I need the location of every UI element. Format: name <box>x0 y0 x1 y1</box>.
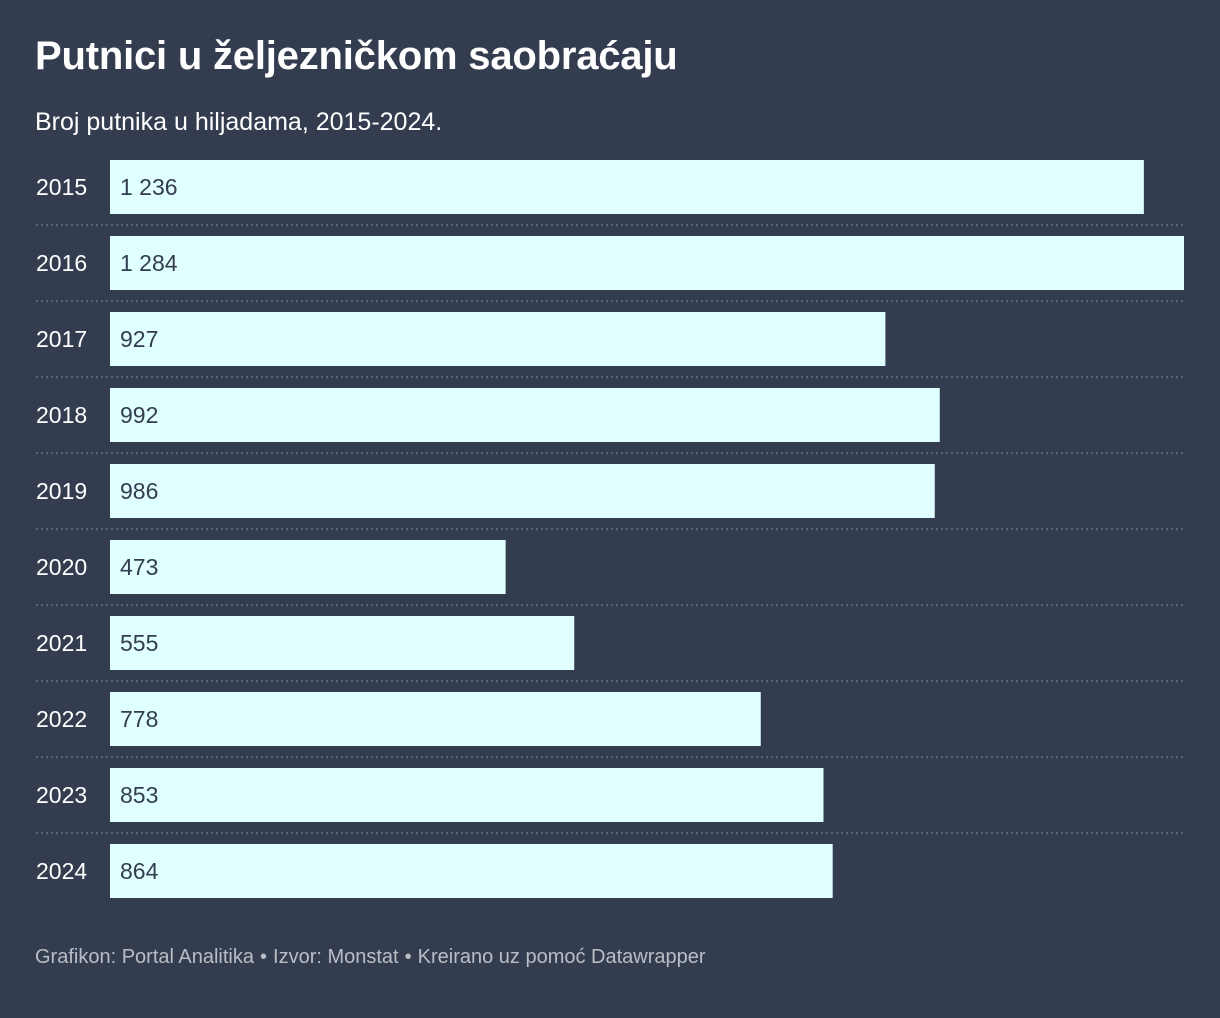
chart-subtitle: Broj putnika u hiljadama, 2015-2024. <box>35 108 443 136</box>
bar <box>110 312 886 366</box>
footer-separator: • <box>404 946 412 968</box>
chart-footer: Grafikon: Portal Analitika • Izvor: Monsta… <box>35 946 706 969</box>
category-label: 2017 <box>36 326 87 352</box>
bar <box>110 464 935 518</box>
footer-separator: • <box>260 946 268 968</box>
category-label: 2022 <box>36 706 87 732</box>
value-label: 473 <box>120 554 158 580</box>
value-label: 778 <box>120 706 158 732</box>
value-label: 986 <box>120 478 158 504</box>
bar <box>110 692 761 746</box>
category-label: 2021 <box>36 630 87 656</box>
bar <box>110 768 824 822</box>
category-label: 2023 <box>36 782 87 808</box>
value-label: 927 <box>120 326 158 352</box>
bar <box>110 388 940 442</box>
category-label: 2020 <box>36 554 87 580</box>
bar <box>110 844 833 898</box>
bar <box>110 160 1144 214</box>
value-label: 992 <box>120 402 158 428</box>
value-label: 1 284 <box>120 250 178 276</box>
footer-source: Izvor: Monstat <box>273 946 399 968</box>
footer-credit: Grafikon: Portal Analitika <box>35 946 254 968</box>
bar <box>110 540 506 594</box>
category-label: 2016 <box>36 250 87 276</box>
value-label: 555 <box>120 630 158 656</box>
value-label: 1 236 <box>120 174 178 200</box>
category-label: 2015 <box>36 174 87 200</box>
value-label: 864 <box>120 858 159 884</box>
bar <box>110 236 1184 290</box>
category-label: 2024 <box>36 858 87 884</box>
value-label: 853 <box>120 782 158 808</box>
category-label: 2018 <box>36 402 87 428</box>
chart-title: Putnici u željezničkom saobraćaju <box>35 34 678 78</box>
category-label: 2019 <box>36 478 87 504</box>
bar <box>110 616 575 670</box>
footer-tool: Kreirano uz pomoć Datawrapper <box>417 946 706 968</box>
